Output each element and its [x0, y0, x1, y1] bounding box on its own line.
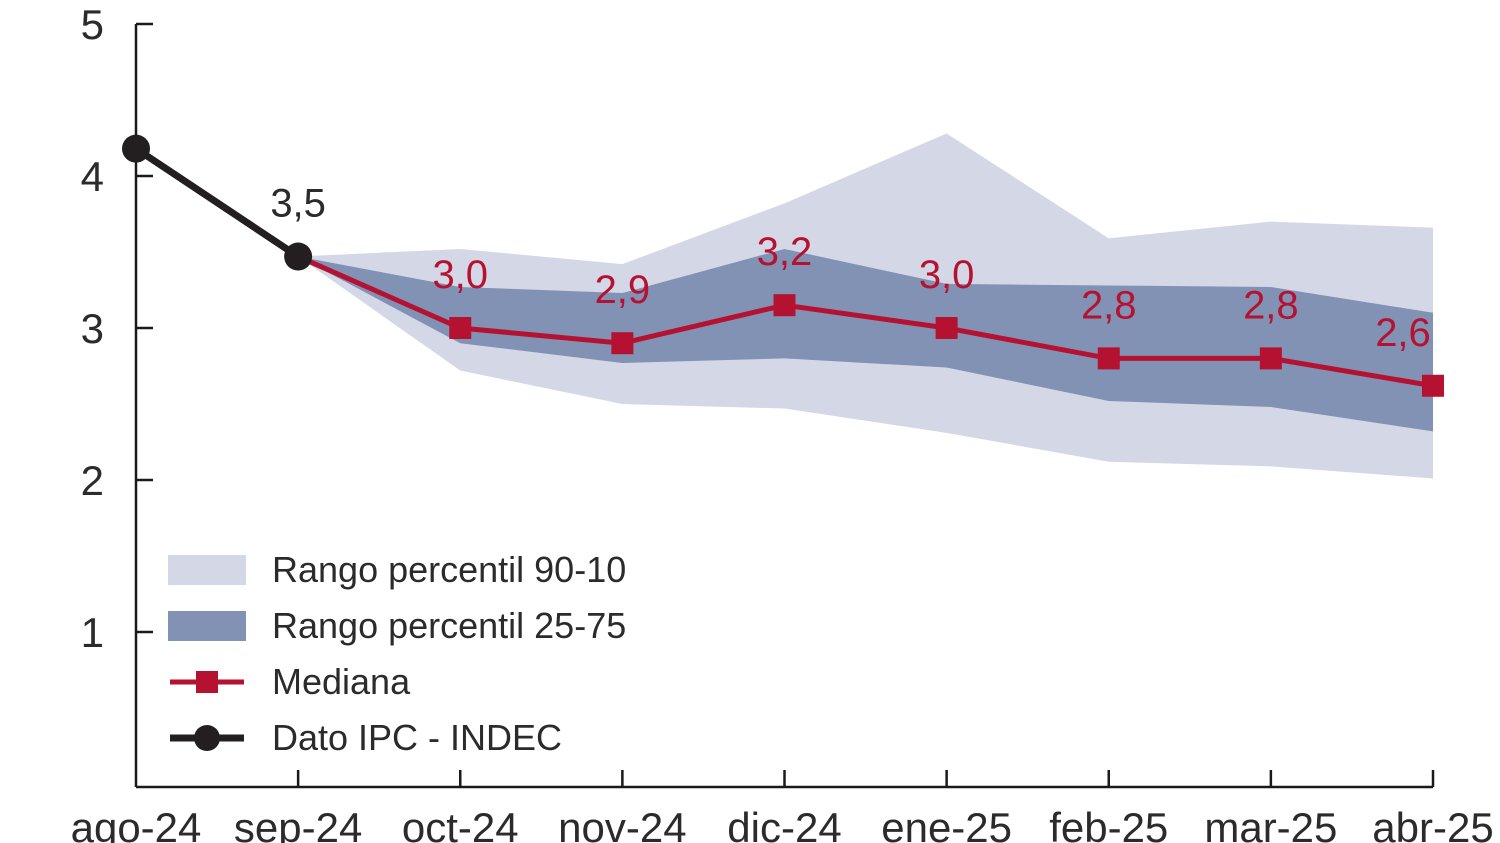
square-marker: [773, 294, 796, 317]
legend-item-mediana: Mediana: [168, 654, 626, 710]
legend-label-percentil-90-10: Rango percentil 90-10: [272, 549, 627, 590]
value-label: 2,8: [1243, 283, 1299, 327]
x-tick-label-dic-24: dic-24: [727, 804, 841, 843]
legend-item-dato-ipc-indec: Dato IPC - INDEC: [168, 710, 626, 766]
x-tick-label-ago-24: ago-24: [71, 804, 202, 843]
y-tick-label: 2: [81, 457, 104, 504]
square-marker: [1097, 347, 1120, 370]
x-tick-label-abr-25: abr-25: [1372, 804, 1493, 843]
y-tick-label: 1: [81, 609, 104, 656]
ipc-line-swatch-icon: [168, 723, 246, 753]
value-label: 3,0: [432, 253, 488, 297]
y-tick-label: 3: [81, 305, 104, 352]
y-tick-label: 4: [81, 153, 104, 200]
value-label: 3,2: [757, 230, 813, 274]
x-tick-label-nov-24: nov-24: [558, 804, 686, 843]
mediana-line: [297, 254, 1434, 389]
legend-item-percentil-25-75: Rango percentil 25-75: [168, 598, 626, 654]
y-tick-label: 5: [81, 1, 104, 48]
dato-ipc-indec-line: [134, 145, 301, 260]
square-marker: [449, 317, 472, 339]
band-rango-percentil-25-75: [298, 248, 1433, 432]
median-line-swatch-icon: [168, 667, 246, 697]
square-marker: [611, 332, 634, 355]
value-label: 2,8: [1081, 283, 1137, 327]
value-label: 2,6: [1375, 311, 1431, 355]
legend: Rango percentil 90-10 Rango percentil 25…: [168, 542, 626, 766]
x-tick-label-mar-25: mar-25: [1204, 804, 1337, 843]
legend-label-dato-ipc-indec: Dato IPC - INDEC: [272, 717, 563, 758]
square-legend-glyph: [170, 671, 244, 693]
value-label: 3,5: [270, 182, 326, 226]
square-marker: [1259, 347, 1282, 370]
band-90-10-swatch-icon: [168, 555, 246, 585]
legend-item-percentil-90-10: Rango percentil 90-10: [168, 542, 626, 598]
value-label: 3,0: [919, 253, 975, 297]
circle-marker: [284, 242, 313, 271]
x-tick-label-oct-24: oct-24: [402, 804, 519, 843]
x-tick-label-sep-24: sep-24: [234, 804, 362, 843]
legend-label-mediana: Mediana: [272, 661, 411, 702]
band-25-75-swatch-icon: [168, 611, 246, 641]
value-label: 2,9: [595, 268, 651, 312]
square-marker: [935, 317, 958, 339]
legend-label-percentil-25-75: Rango percentil 25-75: [272, 605, 627, 646]
x-tick-label-ene-25: ene-25: [881, 804, 1012, 843]
circle-marker: [122, 134, 150, 163]
circle-legend-glyph: [170, 725, 244, 751]
square-marker: [1422, 374, 1444, 397]
x-tick-label-feb-25: feb-25: [1049, 804, 1168, 843]
